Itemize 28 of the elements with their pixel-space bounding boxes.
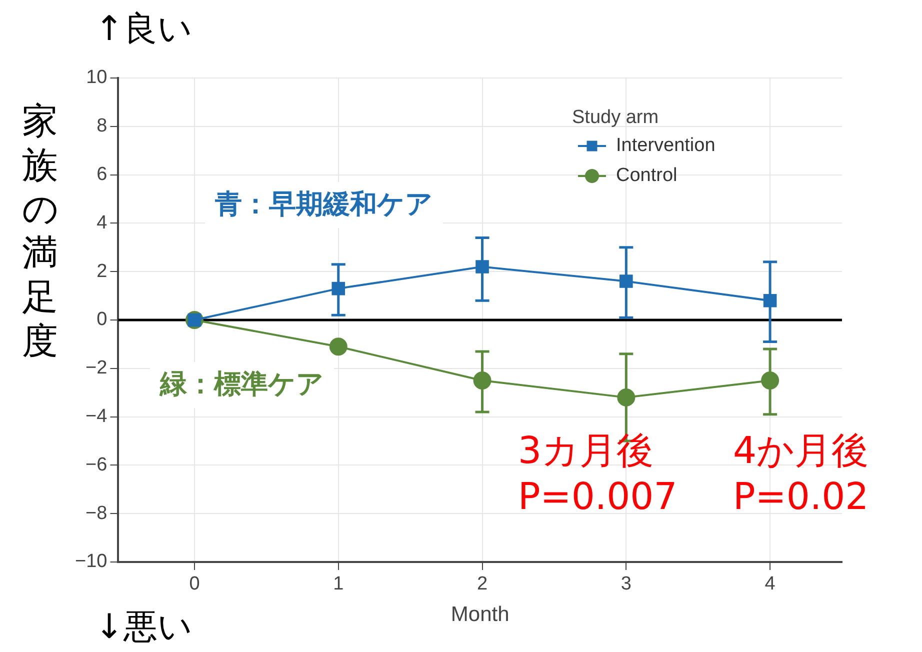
y-tick-label: −6 [86, 454, 108, 476]
point [329, 338, 348, 356]
annotation: 3カ月後 P=0.007 [518, 428, 678, 520]
y-tick-label: 6 [96, 164, 108, 186]
y-axis-title: 家族の満足度 [22, 100, 60, 364]
annotation: 緑：標準ケア [150, 362, 334, 408]
x-tick-label: 1 [333, 574, 344, 595]
legend-title: Study arm [572, 107, 659, 128]
y-tick-label: 4 [96, 212, 108, 234]
legend-label: Control [616, 165, 678, 186]
y-tick-label: 2 [96, 260, 108, 282]
x-tick-label: 2 [476, 574, 488, 595]
text: ↓悪い [95, 606, 192, 648]
y-tick-label: 8 [96, 116, 108, 137]
y-tick-label: 10 [86, 67, 108, 88]
y-tick-label: −2 [86, 358, 108, 379]
x-tick-label: 3 [620, 574, 632, 595]
legend-label: Intervention [616, 135, 716, 156]
annotation: 4か月後 P=0.02 [733, 428, 869, 520]
x-tick-label: 0 [189, 574, 200, 595]
annotation: 青：早期緩和ケア [205, 182, 443, 228]
y-tick-label: 0 [96, 309, 108, 330]
y-tick-label: −10 [74, 551, 108, 572]
y-tick-label: −8 [86, 502, 108, 524]
text: ↑良い [95, 8, 192, 50]
x-tick-label: 4 [764, 574, 776, 595]
x-axis-title: Month [450, 603, 510, 626]
y-tick-label: −4 [86, 406, 108, 428]
